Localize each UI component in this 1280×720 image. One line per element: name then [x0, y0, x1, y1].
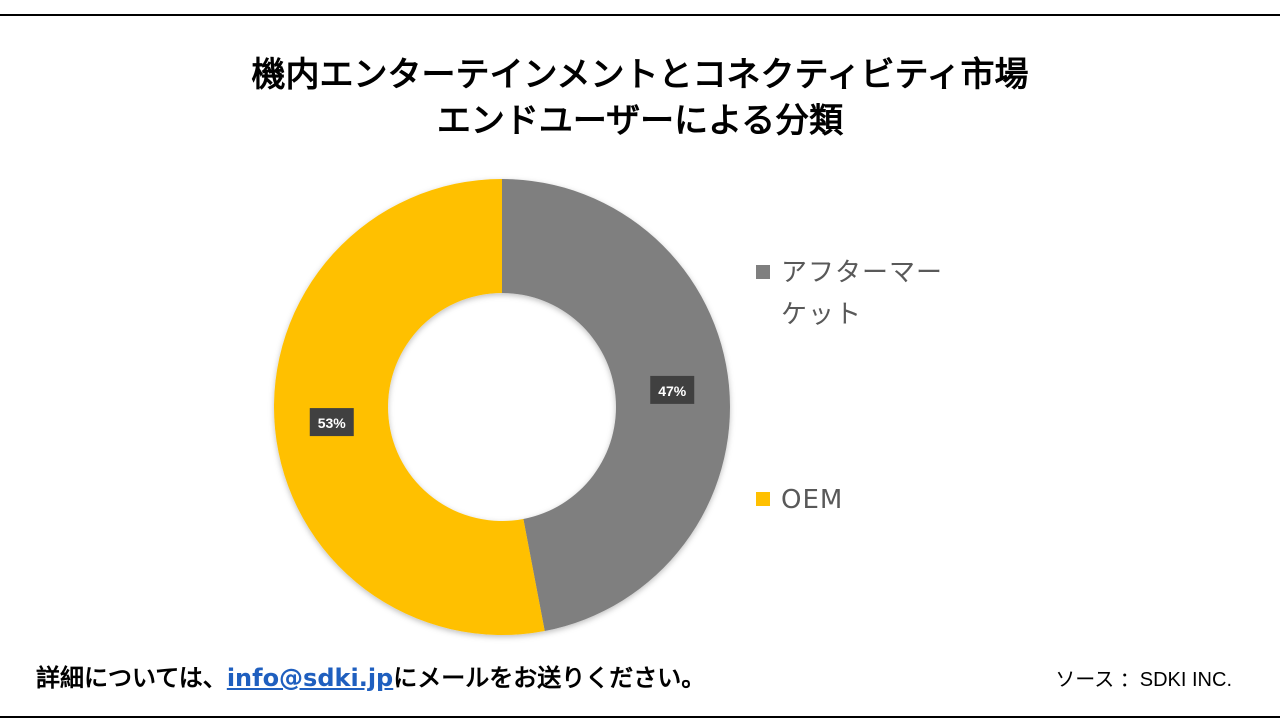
legend-swatch-oem — [756, 492, 770, 506]
donut-slice-oem — [274, 179, 545, 635]
top-rule — [0, 14, 1280, 16]
legend-label-oem: OEM — [781, 485, 844, 515]
data-label-box — [309, 408, 354, 437]
source-note: ソース ：SDKI INC. — [1055, 669, 1232, 691]
data-label-aftermarket: 47% — [650, 375, 695, 404]
chart-title-line1: 機内エンターテインメントとコネクティビティ市場 — [251, 55, 1029, 95]
bottom-rule — [0, 716, 1280, 718]
chart-title-line2: エンドユーザーによる分類 — [436, 101, 844, 141]
data-label-oem: 53% — [309, 408, 354, 437]
contact-suffix: にメールをお送りください。 — [393, 664, 706, 692]
legend-label-aftermarket-line1: アフターマー — [781, 258, 944, 288]
data-label-text: 47% — [658, 383, 687, 399]
legend-item-aftermarket: アフターマー ケット — [756, 252, 943, 336]
contact-note: 詳細については、info@sdki.jpにメールをお送りください。 — [36, 661, 705, 695]
email-link[interactable]: info@sdki.jp — [226, 664, 394, 692]
data-label-box — [650, 375, 695, 404]
chart-title: 機内エンターテインメントとコネクティビティ市場 エンドユーザーによる分類 — [0, 52, 1280, 144]
legend-item-oem: OEM — [756, 479, 843, 521]
data-label-text: 53% — [318, 415, 347, 431]
donut-slice-aftermarket — [502, 179, 731, 631]
contact-prefix: 詳細については、 — [36, 664, 227, 692]
legend-label-aftermarket-line2: ケット — [781, 300, 863, 330]
legend-swatch-aftermarket — [756, 265, 770, 279]
